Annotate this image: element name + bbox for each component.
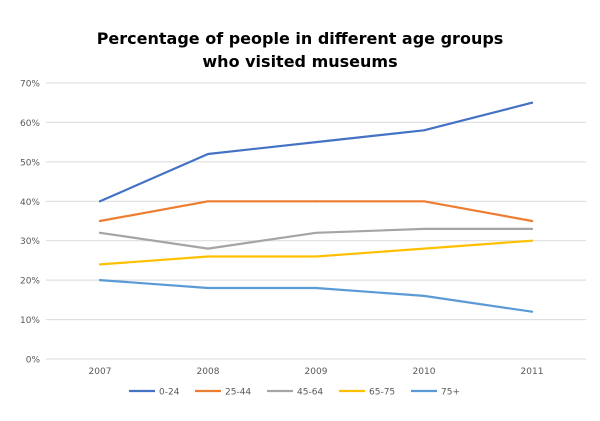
x-tick-label: 2009: [305, 367, 328, 377]
data-point: [315, 141, 317, 144]
data-point: [531, 220, 533, 222]
legend-label: 45-64: [297, 388, 323, 398]
data-point: [99, 200, 101, 203]
x-tick-label: 2010: [413, 367, 436, 377]
y-tick-label: 20%: [20, 277, 40, 287]
x-tick-label: 2008: [197, 367, 220, 377]
data-point: [315, 255, 317, 258]
y-tick-label: 0%: [26, 356, 41, 366]
x-tick-label: 2007: [89, 367, 112, 377]
legend-label: 75+: [441, 388, 460, 398]
data-point: [423, 227, 425, 230]
series-line: [98, 239, 534, 266]
data-point: [423, 200, 425, 203]
data-point: [531, 239, 533, 242]
data-point: [423, 129, 425, 132]
x-tick-label: 2011: [521, 367, 544, 377]
chart-title-line-1: Percentage of people in different age gr…: [96, 29, 504, 48]
y-tick-label: 30%: [20, 237, 40, 247]
y-tick-label: 40%: [20, 198, 40, 208]
legend-label: 65-75: [369, 388, 395, 398]
data-point: [531, 227, 533, 230]
data-point: [531, 101, 533, 104]
data-point: [315, 231, 317, 234]
chart-title-line-2: who visited museums: [202, 52, 398, 71]
data-point: [207, 287, 209, 290]
y-tick-label: 10%: [20, 316, 40, 326]
y-tick-label: 50%: [20, 158, 40, 168]
data-point: [99, 263, 101, 266]
data-point: [423, 247, 425, 250]
data-point: [207, 200, 209, 203]
data-point: [315, 287, 317, 290]
data-point: [99, 220, 101, 222]
data-point: [423, 294, 425, 297]
data-point: [207, 247, 209, 250]
data-point: [99, 231, 101, 234]
y-tick-label: 60%: [20, 119, 40, 129]
y-tick-label: 70%: [20, 80, 40, 90]
data-point: [99, 279, 101, 282]
series-line: [98, 279, 534, 313]
data-point: [207, 255, 209, 258]
data-point: [531, 310, 533, 313]
series-line: [98, 200, 534, 223]
series-line: [98, 101, 534, 203]
legend-label: 0-24: [159, 388, 180, 398]
data-point: [315, 200, 317, 203]
data-point: [207, 152, 209, 155]
legend-label: 25-44: [225, 388, 251, 398]
